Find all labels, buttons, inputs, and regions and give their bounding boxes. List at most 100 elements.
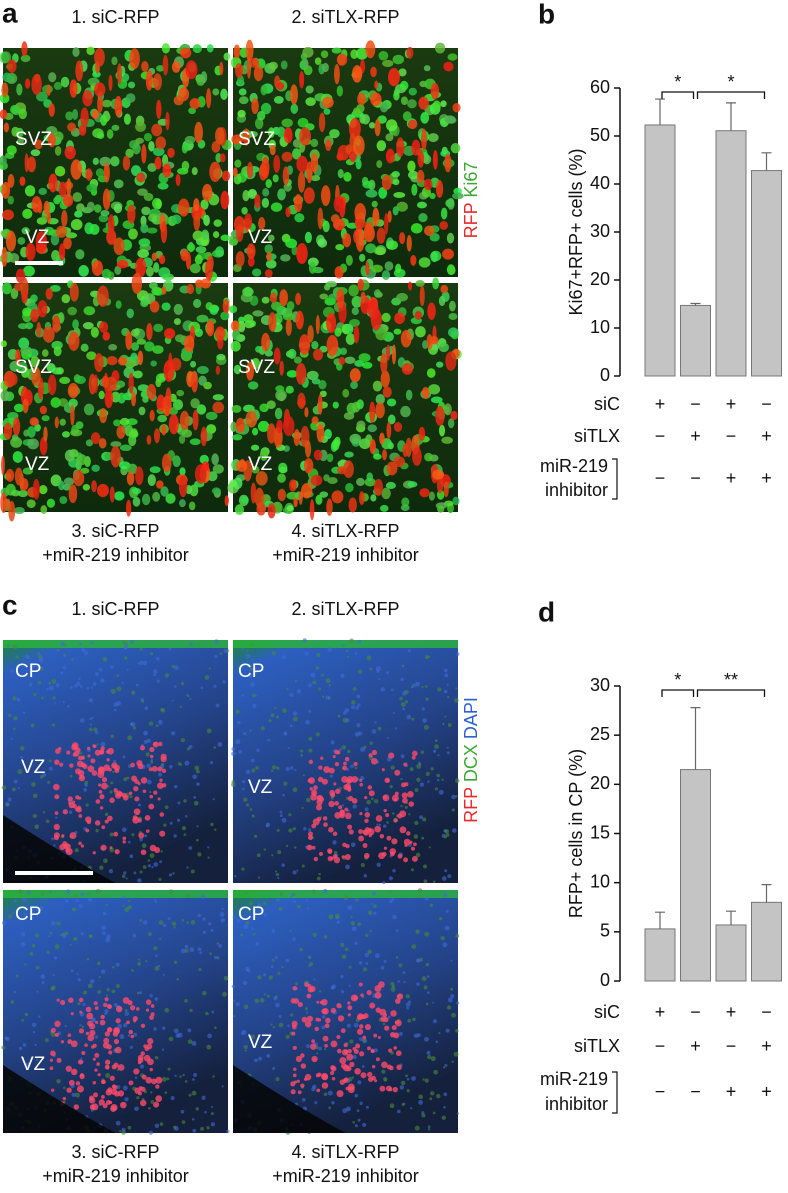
fiber	[48, 682, 51, 685]
nucleus	[232, 434, 242, 440]
fiber	[14, 899, 17, 902]
nucleus	[67, 307, 77, 316]
fiber	[150, 652, 153, 655]
nucleus	[72, 109, 78, 120]
rfp-cell	[163, 360, 174, 382]
rfp-cell	[388, 68, 400, 86]
fiber	[349, 966, 352, 969]
fiber	[116, 686, 121, 691]
fiber	[97, 743, 99, 745]
nucleus	[71, 219, 83, 230]
fiber	[397, 1110, 401, 1114]
nucleus	[11, 490, 20, 496]
rfp-cell	[153, 791, 157, 795]
rfp-cell	[313, 349, 323, 361]
rfp-cell	[382, 175, 392, 190]
rfp-cell	[401, 782, 406, 787]
fiber	[436, 1094, 440, 1098]
rfp-cell	[318, 766, 322, 770]
fiber	[89, 934, 93, 938]
rfp-cell	[290, 1081, 295, 1086]
rfp-cell	[368, 785, 372, 789]
rfp-cell	[82, 90, 92, 107]
fiber	[275, 1003, 280, 1008]
fiber	[78, 678, 80, 680]
rfp-cell	[187, 284, 194, 294]
fiber	[105, 1073, 110, 1078]
fiber	[295, 680, 297, 682]
nucleus	[451, 143, 461, 153]
fiber	[428, 1125, 431, 1128]
fiber	[87, 892, 90, 895]
fiber	[202, 991, 206, 995]
fiber	[294, 769, 296, 771]
condition-mark: −	[690, 394, 701, 414]
rfp-cell	[136, 1007, 140, 1011]
nucleus	[266, 260, 277, 269]
fiber	[402, 708, 405, 711]
fiber	[331, 986, 335, 990]
rfp-cell	[160, 812, 165, 817]
rfp-cell	[304, 187, 315, 203]
fiber	[342, 954, 347, 959]
fiber	[390, 982, 394, 986]
rfp-cell	[412, 756, 416, 760]
fiber	[145, 706, 149, 710]
rfp-cell	[394, 456, 405, 467]
rfp-cell	[133, 786, 138, 791]
rfp-cell	[100, 845, 106, 851]
rfp-cell	[110, 486, 115, 502]
nucleus	[241, 497, 249, 503]
fiber	[341, 990, 344, 993]
fiber	[101, 925, 106, 930]
rfp-cell	[289, 479, 297, 491]
rfp-cell	[81, 844, 84, 847]
nucleus	[131, 428, 138, 437]
rfp-cell	[337, 54, 347, 66]
fiber	[448, 998, 453, 1003]
nucleus	[380, 102, 388, 113]
fiber	[247, 650, 249, 652]
fiber	[450, 960, 452, 962]
rfp-cell	[410, 255, 416, 266]
nucleus	[144, 193, 154, 201]
rfp-cell	[358, 279, 364, 291]
rfp-cell	[55, 748, 61, 754]
rfp-cell	[365, 40, 375, 58]
fiber	[404, 981, 406, 983]
nucleus	[190, 438, 201, 445]
rfp-cell	[326, 498, 332, 516]
fiber	[378, 678, 380, 680]
fiber	[431, 767, 434, 770]
fiber	[190, 643, 193, 646]
fiber	[109, 790, 112, 793]
rfp-cell	[180, 48, 191, 59]
nucleus	[286, 386, 294, 394]
fiber	[173, 926, 175, 928]
y-axis-label: RFP+ cells in CP (%)	[566, 749, 586, 918]
rfp-cell	[162, 454, 172, 473]
region-label: VZ	[25, 227, 50, 248]
fiber	[204, 1111, 207, 1114]
fiber	[358, 640, 361, 643]
rfp-cell	[79, 998, 83, 1002]
rfp-cell	[103, 332, 111, 341]
rfp-cell	[89, 1097, 95, 1103]
fiber	[297, 905, 301, 909]
nucleus	[448, 327, 459, 337]
fiber	[452, 1061, 454, 1063]
fiber	[205, 1012, 209, 1016]
rfp-cell	[355, 219, 366, 228]
rfp-cell	[347, 1001, 350, 1004]
fiber	[290, 1013, 293, 1016]
fiber	[62, 934, 66, 938]
nucleus	[407, 161, 415, 173]
rfp-cell	[169, 414, 179, 434]
stain-legend: RFP Ki67	[461, 162, 481, 239]
fiber	[143, 731, 148, 736]
fiber	[77, 1002, 80, 1005]
fiber	[207, 846, 209, 848]
rfp-cell	[134, 808, 141, 815]
fiber	[335, 914, 340, 919]
fiber	[273, 1026, 275, 1028]
